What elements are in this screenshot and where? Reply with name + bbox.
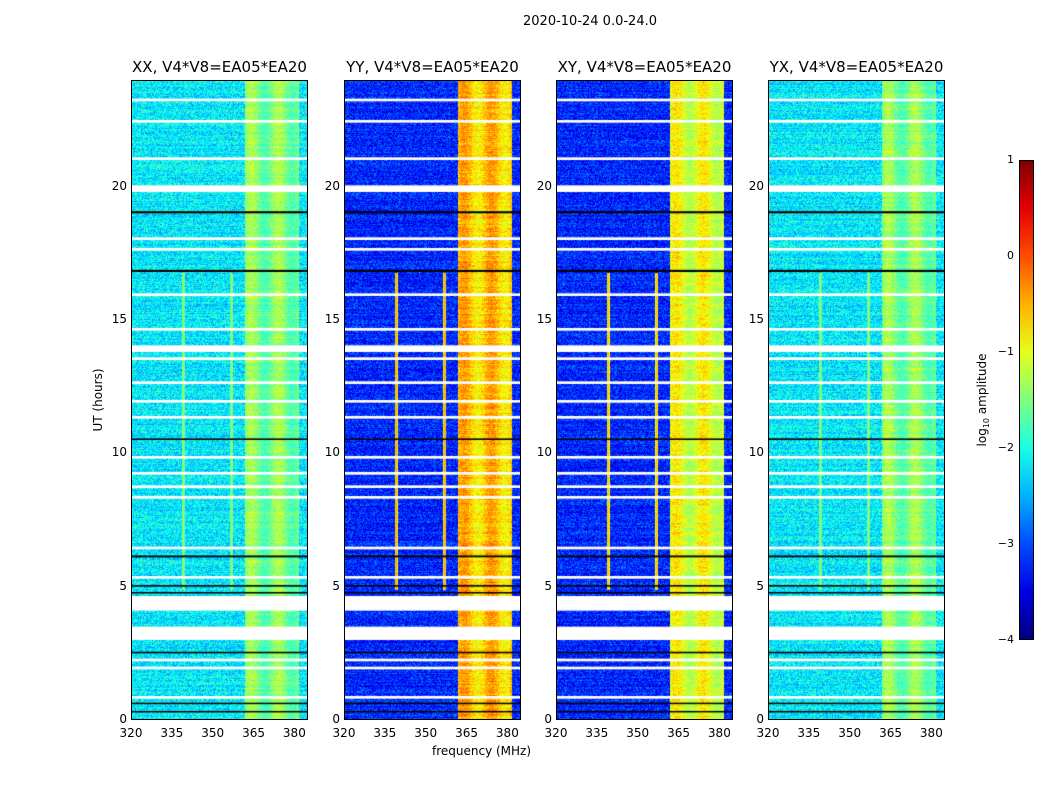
colorbar-tick-label: −4 <box>997 633 1014 646</box>
x-tick-label: 380 <box>495 726 519 740</box>
x-tick-label: 350 <box>201 726 225 740</box>
x-tick-label: 335 <box>797 726 821 740</box>
x-tick-label: 350 <box>414 726 438 740</box>
x-tick-label: 320 <box>756 726 780 740</box>
axes-frame <box>131 80 308 720</box>
y-tick-label: 0 <box>756 712 764 726</box>
x-tick-label: 380 <box>282 726 306 740</box>
y-tick-label: 15 <box>748 312 764 326</box>
axes-frame <box>556 80 733 720</box>
y-tick-label: 0 <box>119 712 127 726</box>
y-tick-label: 15 <box>536 312 552 326</box>
x-tick-label: 350 <box>626 726 650 740</box>
y-tick-label: 5 <box>119 578 127 593</box>
y-tick-label: 15 <box>324 312 340 326</box>
figure-title: 2020-10-24 0.0-24.0 <box>523 14 657 29</box>
y-tick-label: 20 <box>536 178 552 193</box>
y-axis-label: UT (hours) <box>91 368 105 432</box>
y-tick-label: 0 <box>332 712 340 726</box>
waterfall-panel-yy: YY, V4*V8=EA05*EA20 320 335 350 365 380 0 5 10 15… <box>325 58 521 740</box>
x-tick-label: 335 <box>373 726 397 740</box>
x-tick-label: 365 <box>242 726 265 740</box>
y-tick-label: 20 <box>748 178 764 193</box>
x-tick-label: 365 <box>667 726 690 740</box>
y-tick-label: 10 <box>536 445 552 460</box>
waterfall-panel-xx: XX, V4*V8=EA05*EA20 320 335 350 365 380 0 5 10 15… <box>112 58 308 740</box>
y-tick-label: 10 <box>111 445 127 460</box>
colorbar-tick-label: −3 <box>997 537 1014 550</box>
colorbar-tick-label: −2 <box>997 441 1014 454</box>
y-tick-label: 10 <box>324 445 340 460</box>
axes-frame <box>768 80 945 720</box>
heatmap <box>131 80 308 720</box>
x-tick-label: 380 <box>707 726 731 740</box>
x-tick-label: 350 <box>838 726 862 740</box>
y-tick-label: 0 <box>544 712 552 726</box>
colorbar-tick-label: 0 <box>1007 249 1014 262</box>
x-tick-label: 335 <box>160 726 184 740</box>
colorbar <box>1019 160 1034 640</box>
panel-title: XX, V4*V8=EA05*EA20 <box>132 58 307 76</box>
y-tick-label: 20 <box>324 178 340 193</box>
waterfall-panel-xy: XY, V4*V8=EA05*EA20 320 335 350 365 380 0 5 10 15… <box>537 58 733 740</box>
y-tick-label: 15 <box>111 312 127 326</box>
colorbar-tick-label: −1 <box>997 345 1014 358</box>
x-axis-label: frequency (MHz) <box>432 744 532 758</box>
waterfall-panel-yx: YX, V4*V8=EA05*EA20 320 335 350 365 380 0 5 10 15… <box>749 58 945 740</box>
colorbar-tick-label: 1 <box>1007 153 1014 166</box>
x-tick-label: 320 <box>119 726 143 740</box>
panel-title: YX, V4*V8=EA05*EA20 <box>769 58 944 76</box>
panel-title: XY, V4*V8=EA05*EA20 <box>557 58 732 76</box>
y-tick-label: 5 <box>544 578 552 593</box>
axes-frame <box>344 80 521 720</box>
x-tick-label: 365 <box>455 726 478 740</box>
x-tick-label: 320 <box>332 726 356 740</box>
x-tick-label: 320 <box>544 726 568 740</box>
heatmap <box>556 80 733 720</box>
colorbar-label: log10 amplitude <box>974 353 992 447</box>
x-tick-label: 335 <box>585 726 609 740</box>
x-tick-label: 380 <box>919 726 943 740</box>
x-tick-label: 365 <box>879 726 902 740</box>
heatmap <box>344 80 521 720</box>
y-tick-label: 10 <box>748 445 764 460</box>
y-tick-label: 5 <box>756 578 764 593</box>
panel-title: YY, V4*V8=EA05*EA20 <box>346 58 519 76</box>
y-tick-label: 5 <box>332 578 340 593</box>
heatmap <box>768 80 945 720</box>
y-tick-label: 20 <box>111 178 127 193</box>
